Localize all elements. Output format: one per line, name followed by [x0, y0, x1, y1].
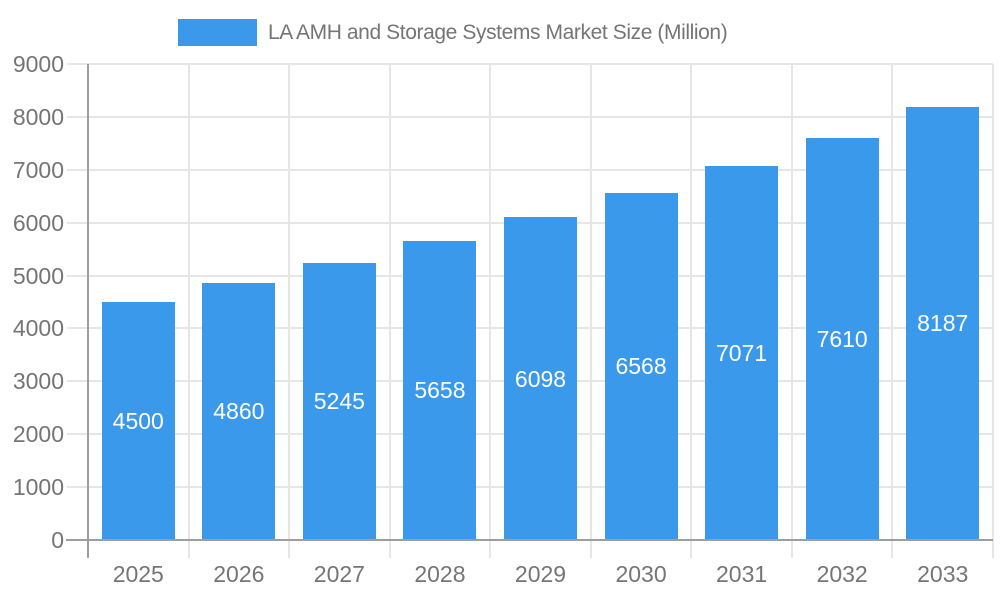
x-tick-label: 2030	[615, 561, 667, 587]
gridline	[67, 115, 993, 118]
gridline	[589, 64, 592, 558]
gridline	[891, 64, 894, 558]
gridline	[388, 64, 391, 558]
x-tick-label: 2025	[112, 561, 164, 587]
gridline	[67, 168, 993, 171]
x-tick-label: 2028	[414, 561, 466, 587]
chart-legend: LA AMH and Storage Systems Market Size (…	[0, 0, 1000, 56]
bar-value-label: 8187	[917, 310, 969, 337]
y-tick-label: 1000	[12, 474, 64, 501]
x-axis-line	[66, 539, 993, 541]
bar	[604, 192, 678, 540]
x-tick-label: 2027	[313, 561, 365, 587]
bar-value-label: 7071	[716, 340, 768, 366]
gridline	[489, 64, 492, 558]
gridline	[288, 64, 291, 558]
bar-value-label: 6568	[615, 353, 667, 380]
bar	[202, 282, 276, 540]
bar	[705, 166, 779, 540]
y-axis-line	[87, 64, 89, 558]
bar	[906, 106, 980, 540]
y-tick-label: 8000	[12, 103, 64, 130]
x-tick-label: 2033	[917, 561, 969, 587]
y-tick-label: 7000	[12, 156, 64, 183]
y-tick-label: 4000	[12, 315, 64, 342]
y-tick-label: 0	[51, 527, 64, 553]
y-tick-label: 3000	[12, 368, 64, 395]
y-tick-label: 9000	[12, 51, 64, 77]
y-tick-label: 5000	[12, 262, 64, 289]
y-tick-label: 2000	[12, 421, 64, 448]
bar	[101, 302, 175, 540]
bar	[805, 137, 879, 540]
gridline	[187, 64, 190, 558]
gridline	[790, 64, 793, 558]
legend-swatch	[178, 19, 257, 46]
gridline	[690, 64, 693, 558]
legend-label: LA AMH and Storage Systems Market Size (…	[268, 21, 728, 44]
x-tick-label: 2026	[213, 561, 265, 587]
bar-value-label: 7610	[816, 325, 868, 352]
bar	[302, 262, 376, 540]
x-tick-label: 2032	[816, 561, 868, 587]
y-tick-label: 6000	[12, 209, 64, 236]
bar-value-label: 5658	[414, 377, 466, 404]
bar-value-label: 4860	[213, 398, 265, 425]
bar-value-label: 4500	[112, 408, 164, 434]
bar	[403, 240, 477, 540]
bar-value-label: 5245	[313, 388, 365, 415]
gridline	[67, 63, 993, 65]
gridline	[992, 64, 994, 558]
bar	[504, 217, 577, 540]
x-tick-label: 2029	[514, 561, 567, 587]
bar-value-label: 6098	[514, 365, 567, 392]
x-tick-label: 2031	[716, 561, 768, 587]
